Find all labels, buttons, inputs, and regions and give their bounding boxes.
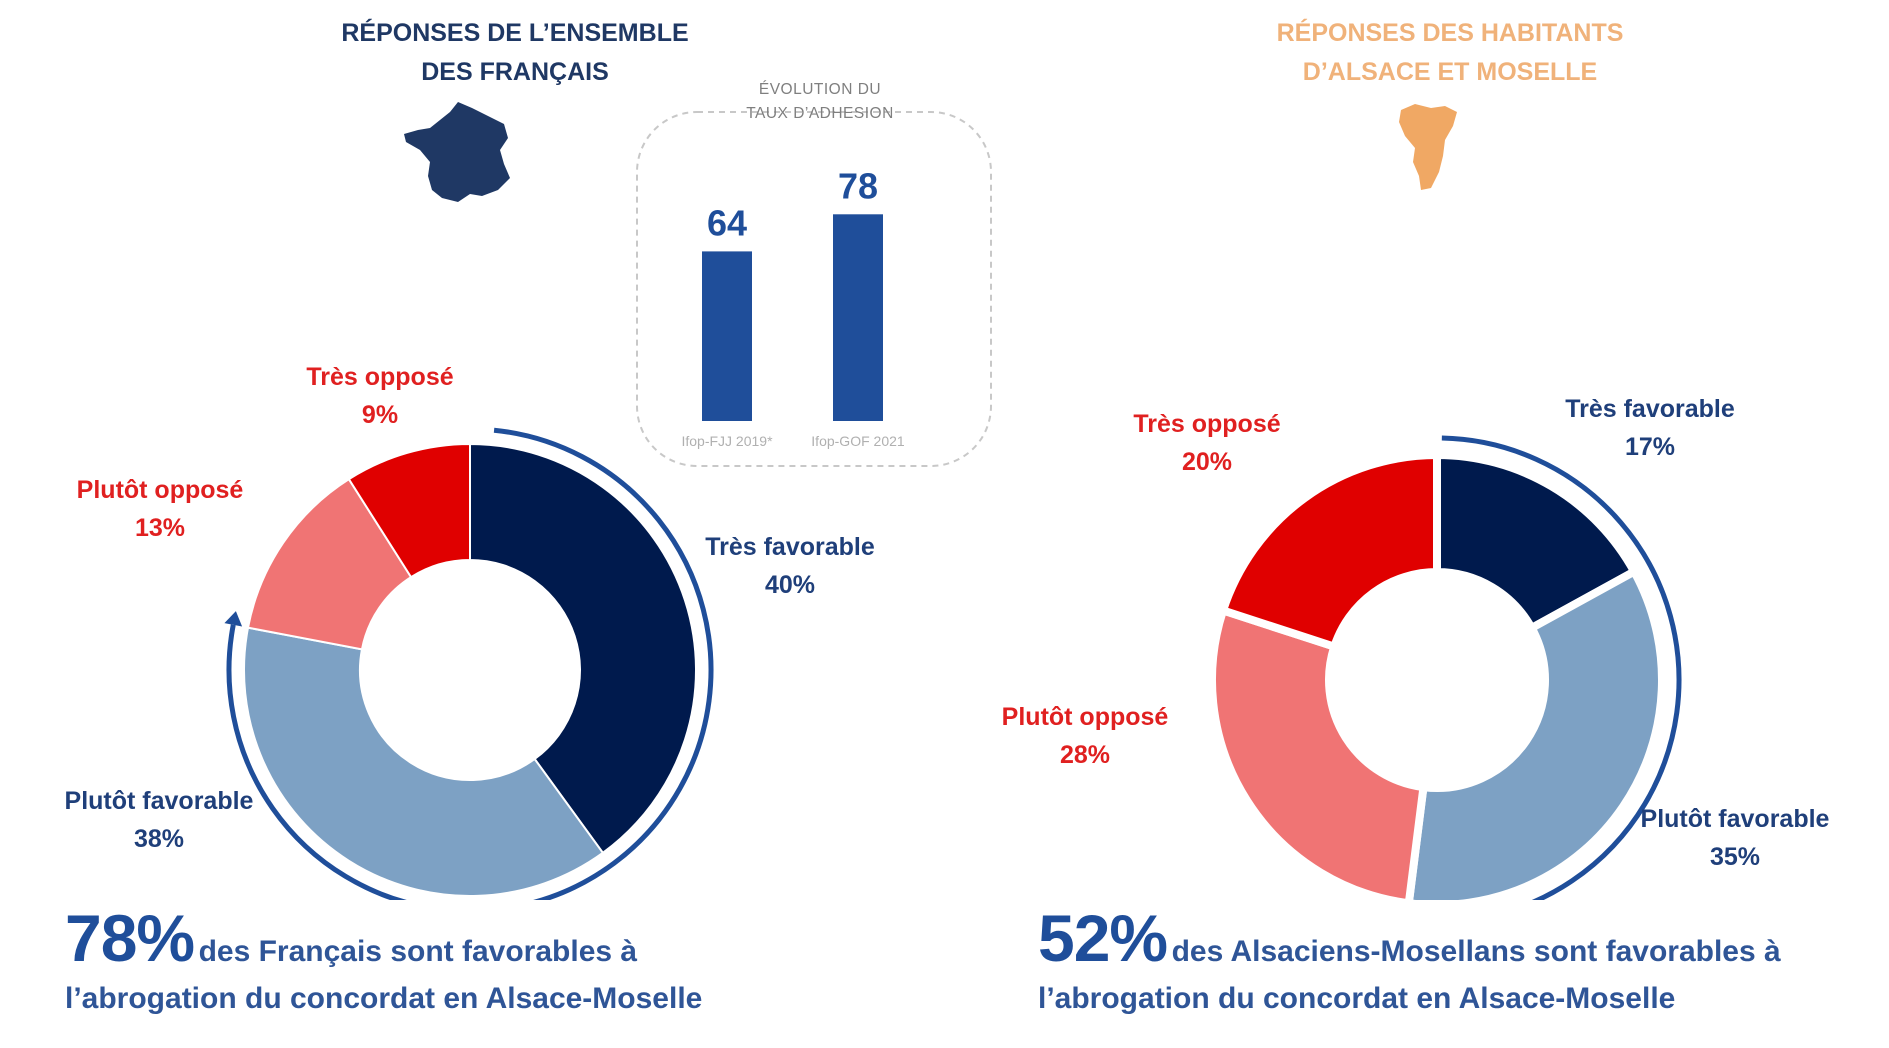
fr-slice-tres-oppose <box>347 442 471 579</box>
fr-label-tres-favorable: Très favorable 40% <box>680 528 900 604</box>
fr-favorable-arrow <box>224 427 714 900</box>
evolution-frame <box>636 111 992 467</box>
alsace-conclusion-text: des Alsaciens-Mosellans sont favorables … <box>1171 935 1781 968</box>
fr-label-plutot-favorable-name: Plutôt favorable <box>64 787 254 815</box>
al-label-plutot-favorable: Plutôt favorable 35% <box>1620 800 1850 876</box>
bar-value-label-0: 64 <box>707 202 747 243</box>
al-label-tres-oppose-name: Très opposé <box>1133 410 1281 438</box>
alsace-conclusion-pct: 52% <box>1038 901 1168 975</box>
al-label-plutot-oppose-value: 28% <box>1059 741 1111 769</box>
al-label-plutot-favorable-name: Plutôt favorable <box>1640 805 1830 833</box>
france-map-icon <box>404 102 510 202</box>
fr-label-plutot-oppose: Plutôt opposé 13% <box>55 471 265 547</box>
fr-label-plutot-favorable: Plutôt favorable 38% <box>48 782 270 858</box>
france-donut-chart <box>224 427 714 900</box>
alsace-conclusion-line2: l’abrogation du concordat en Alsace-Mose… <box>1038 982 1676 1015</box>
alsace-header: RÉPONSES DES HABITANTS D’ALSACE ET MOSEL… <box>1276 19 1624 86</box>
france-header: RÉPONSES DE L’ENSEMBLE DES FRANÇAIS <box>341 19 689 86</box>
alsace-donut-chart <box>1208 435 1682 900</box>
fr-label-plutot-oppose-name: Plutôt opposé <box>76 476 244 504</box>
france-conclusion-pct: 78% <box>65 901 195 975</box>
al-label-tres-favorable-value: 17% <box>1624 433 1676 461</box>
fr-label-tres-favorable-value: 40% <box>764 571 816 599</box>
al-label-tres-favorable-name: Très favorable <box>1565 395 1735 423</box>
al-label-plutot-oppose: Plutôt opposé 28% <box>980 698 1190 774</box>
al-slice-plutot-oppose <box>1208 605 1428 900</box>
fr-slice-plutot-favorable <box>243 626 605 897</box>
france-conclusion-text: des Français sont favorables à <box>198 935 638 968</box>
al-slice-tres-oppose <box>1217 450 1441 652</box>
al-favorable-arrow <box>1441 435 1682 900</box>
alsace-conclusion: 52% des Alsaciens-Mosellans sont favorab… <box>1038 900 1888 1016</box>
fr-label-tres-oppose: Très opposé 9% <box>280 358 480 434</box>
fr-label-tres-oppose-name: Très opposé <box>306 363 454 391</box>
france-conclusion: 78% des Français sont favorables à l’abr… <box>65 900 865 1016</box>
bar-0 <box>702 251 752 421</box>
al-slice-plutot-favorable <box>1405 566 1666 900</box>
fr-label-tres-oppose-value: 9% <box>361 401 399 429</box>
bar-category-label-0: Ifop-FJJ 2019* <box>681 433 773 449</box>
al-label-plutot-favorable-value: 35% <box>1709 843 1761 871</box>
evolution-title: ÉVOLUTION DU TAUX D’ADHESION <box>746 81 894 122</box>
al-slice-tres-favorable <box>1433 450 1640 634</box>
fr-label-plutot-favorable-value: 38% <box>133 825 185 853</box>
fr-label-plutot-oppose-value: 13% <box>134 514 186 542</box>
bar-1 <box>833 214 883 421</box>
al-label-tres-oppose: Très opposé 20% <box>1102 405 1312 481</box>
al-label-tres-oppose-value: 20% <box>1181 448 1233 476</box>
fr-label-tres-favorable-name: Très favorable <box>705 533 875 561</box>
alsace-map-icon <box>1399 104 1457 190</box>
al-label-plutot-oppose-name: Plutôt opposé <box>1001 703 1169 731</box>
france-conclusion-line2: l’abrogation du concordat en Alsace-Mose… <box>65 982 703 1015</box>
bar-category-label-1: Ifop-GOF 2021 <box>811 433 905 449</box>
al-label-tres-favorable: Très favorable 17% <box>1540 390 1760 466</box>
evolution-bar-chart: 64 Ifop-FJJ 2019* 78 Ifop-GOF 2021 <box>681 165 905 449</box>
fr-slice-tres-favorable <box>469 442 697 855</box>
bar-value-label-1: 78 <box>838 165 878 206</box>
